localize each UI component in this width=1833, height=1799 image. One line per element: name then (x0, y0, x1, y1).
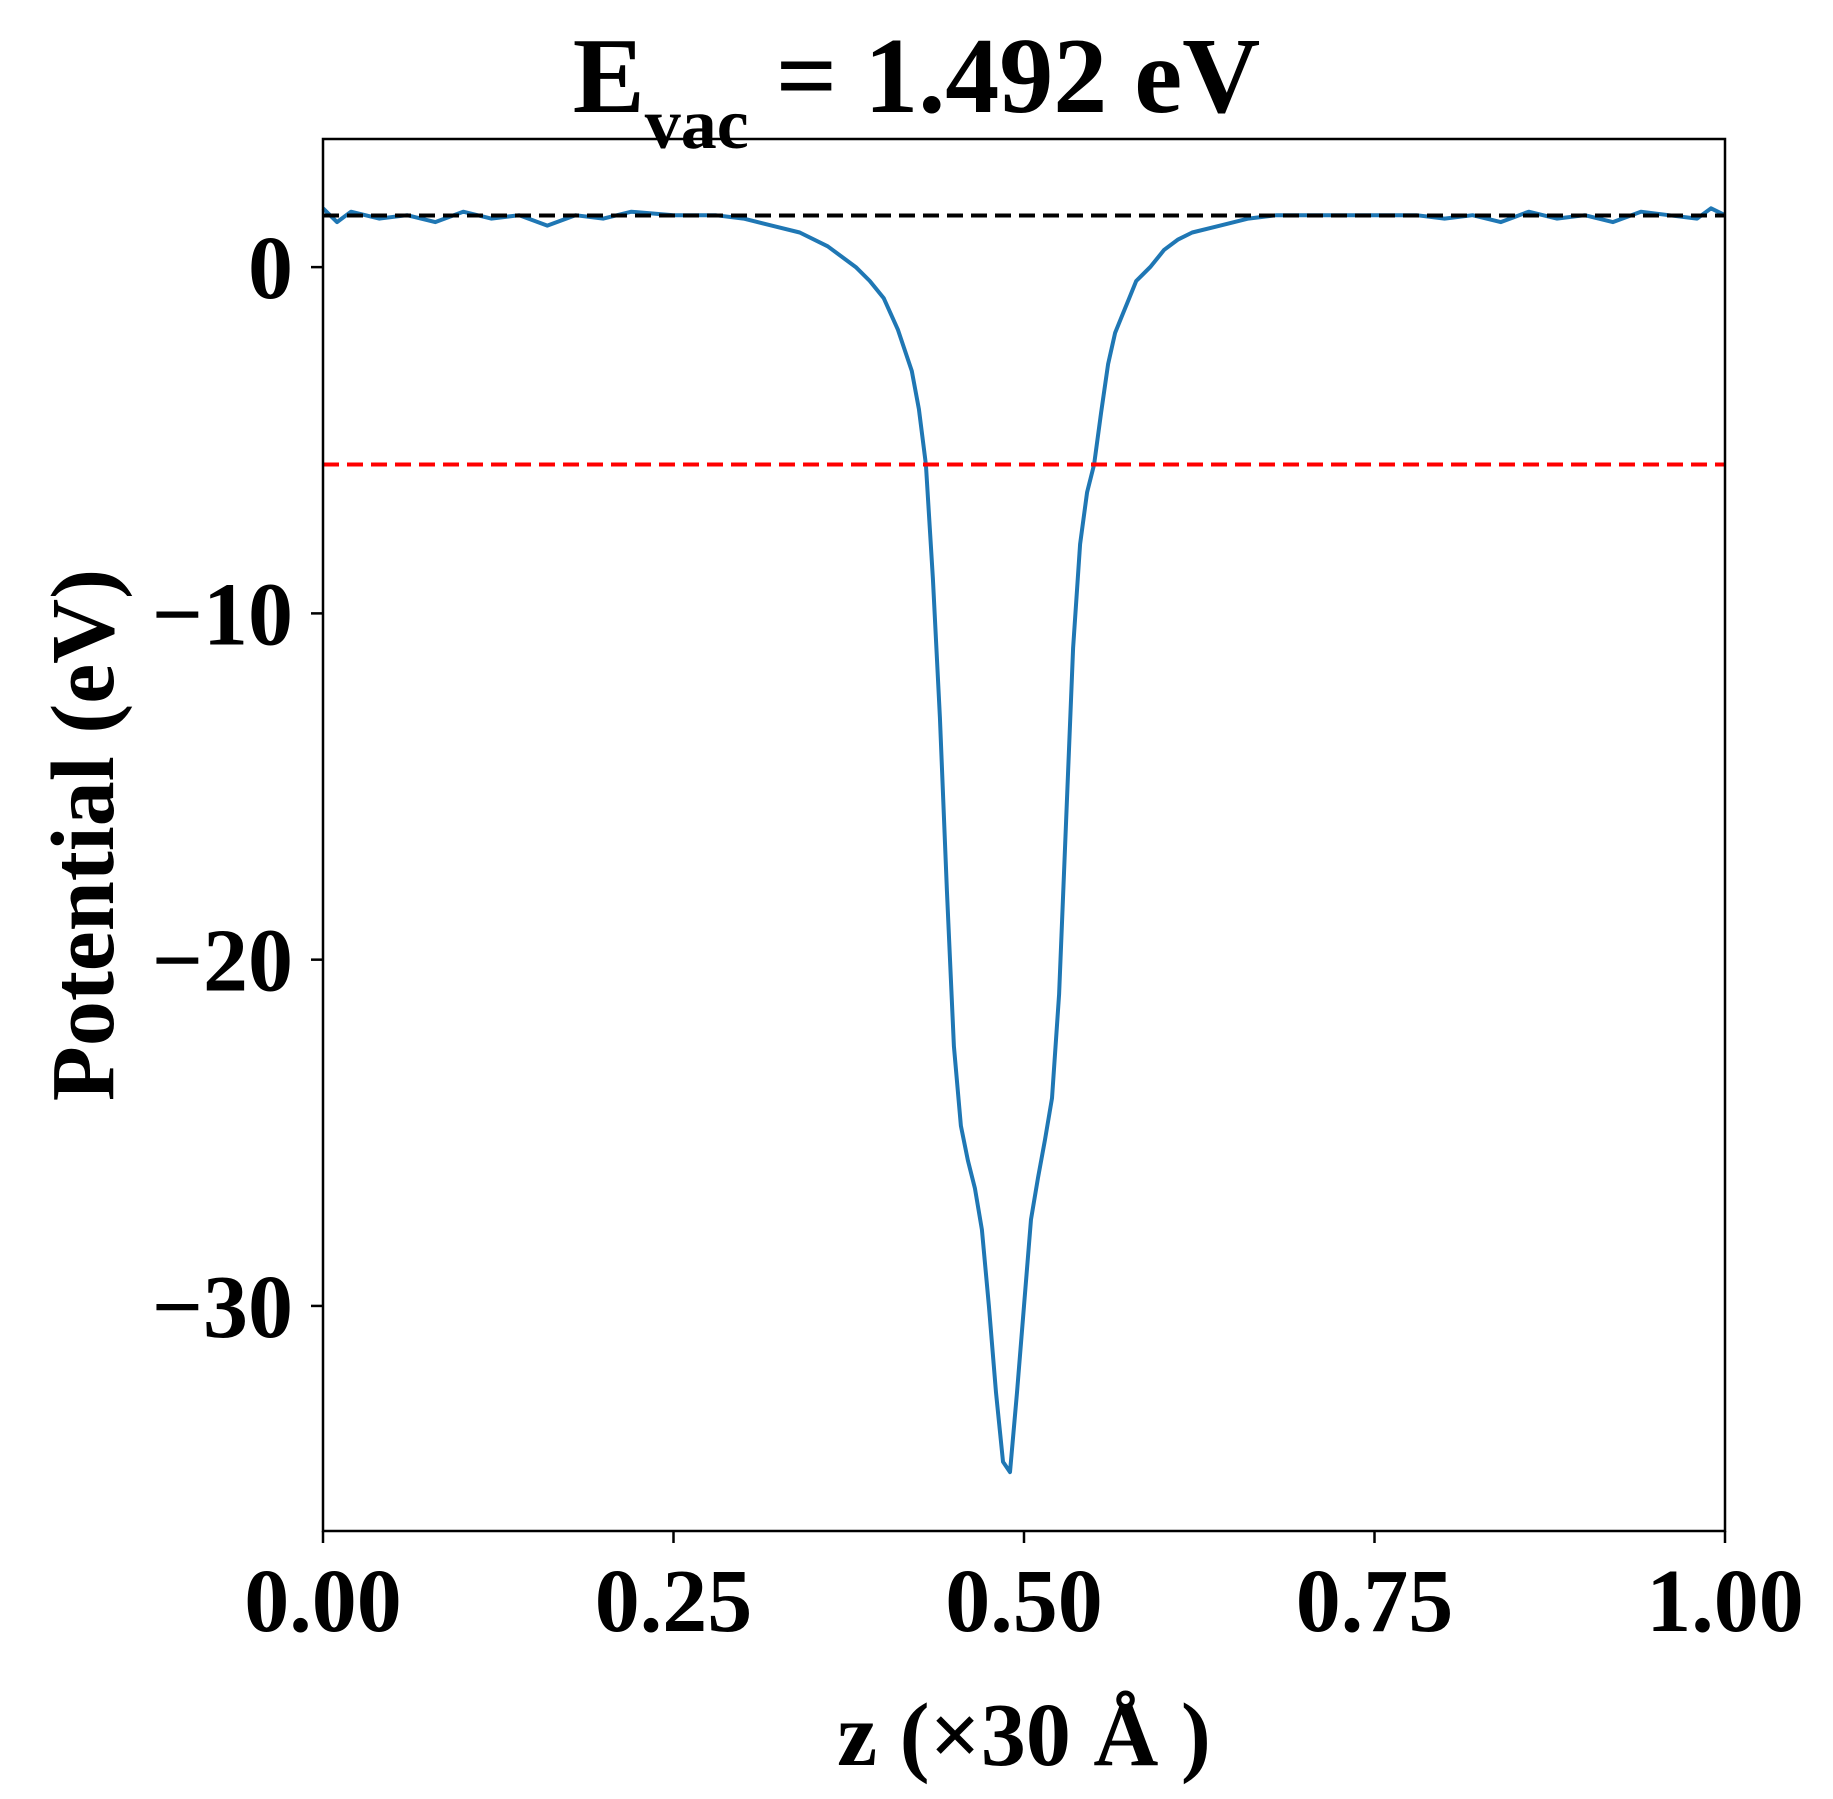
chart-title-subscript: vac (644, 84, 749, 164)
y-tick-label-0: 0 (248, 219, 293, 318)
y-tick-label-2: −20 (152, 912, 293, 1011)
series-line-0 (321, 206, 1726, 1475)
x-tick-label-0: 0.00 (244, 1552, 402, 1651)
chart-title-main: E (572, 17, 645, 136)
x-tick-label-3: 0.75 (1296, 1552, 1454, 1651)
x-axis-label: z (×30 Å ) (837, 1686, 1211, 1785)
chart-title-rest: = 1.492 eV (748, 17, 1261, 136)
y-axis-label: Potential (eV) (34, 569, 133, 1101)
y-tick-label-3: −30 (152, 1258, 293, 1357)
chart-title: Evac = 1.492 eV (0, 12, 1833, 160)
x-tick-label-1: 0.25 (595, 1552, 753, 1651)
x-tick-label-4: 1.00 (1646, 1552, 1804, 1651)
y-tick-label-1: −10 (152, 565, 293, 664)
x-tick-label-2: 0.50 (945, 1552, 1103, 1651)
